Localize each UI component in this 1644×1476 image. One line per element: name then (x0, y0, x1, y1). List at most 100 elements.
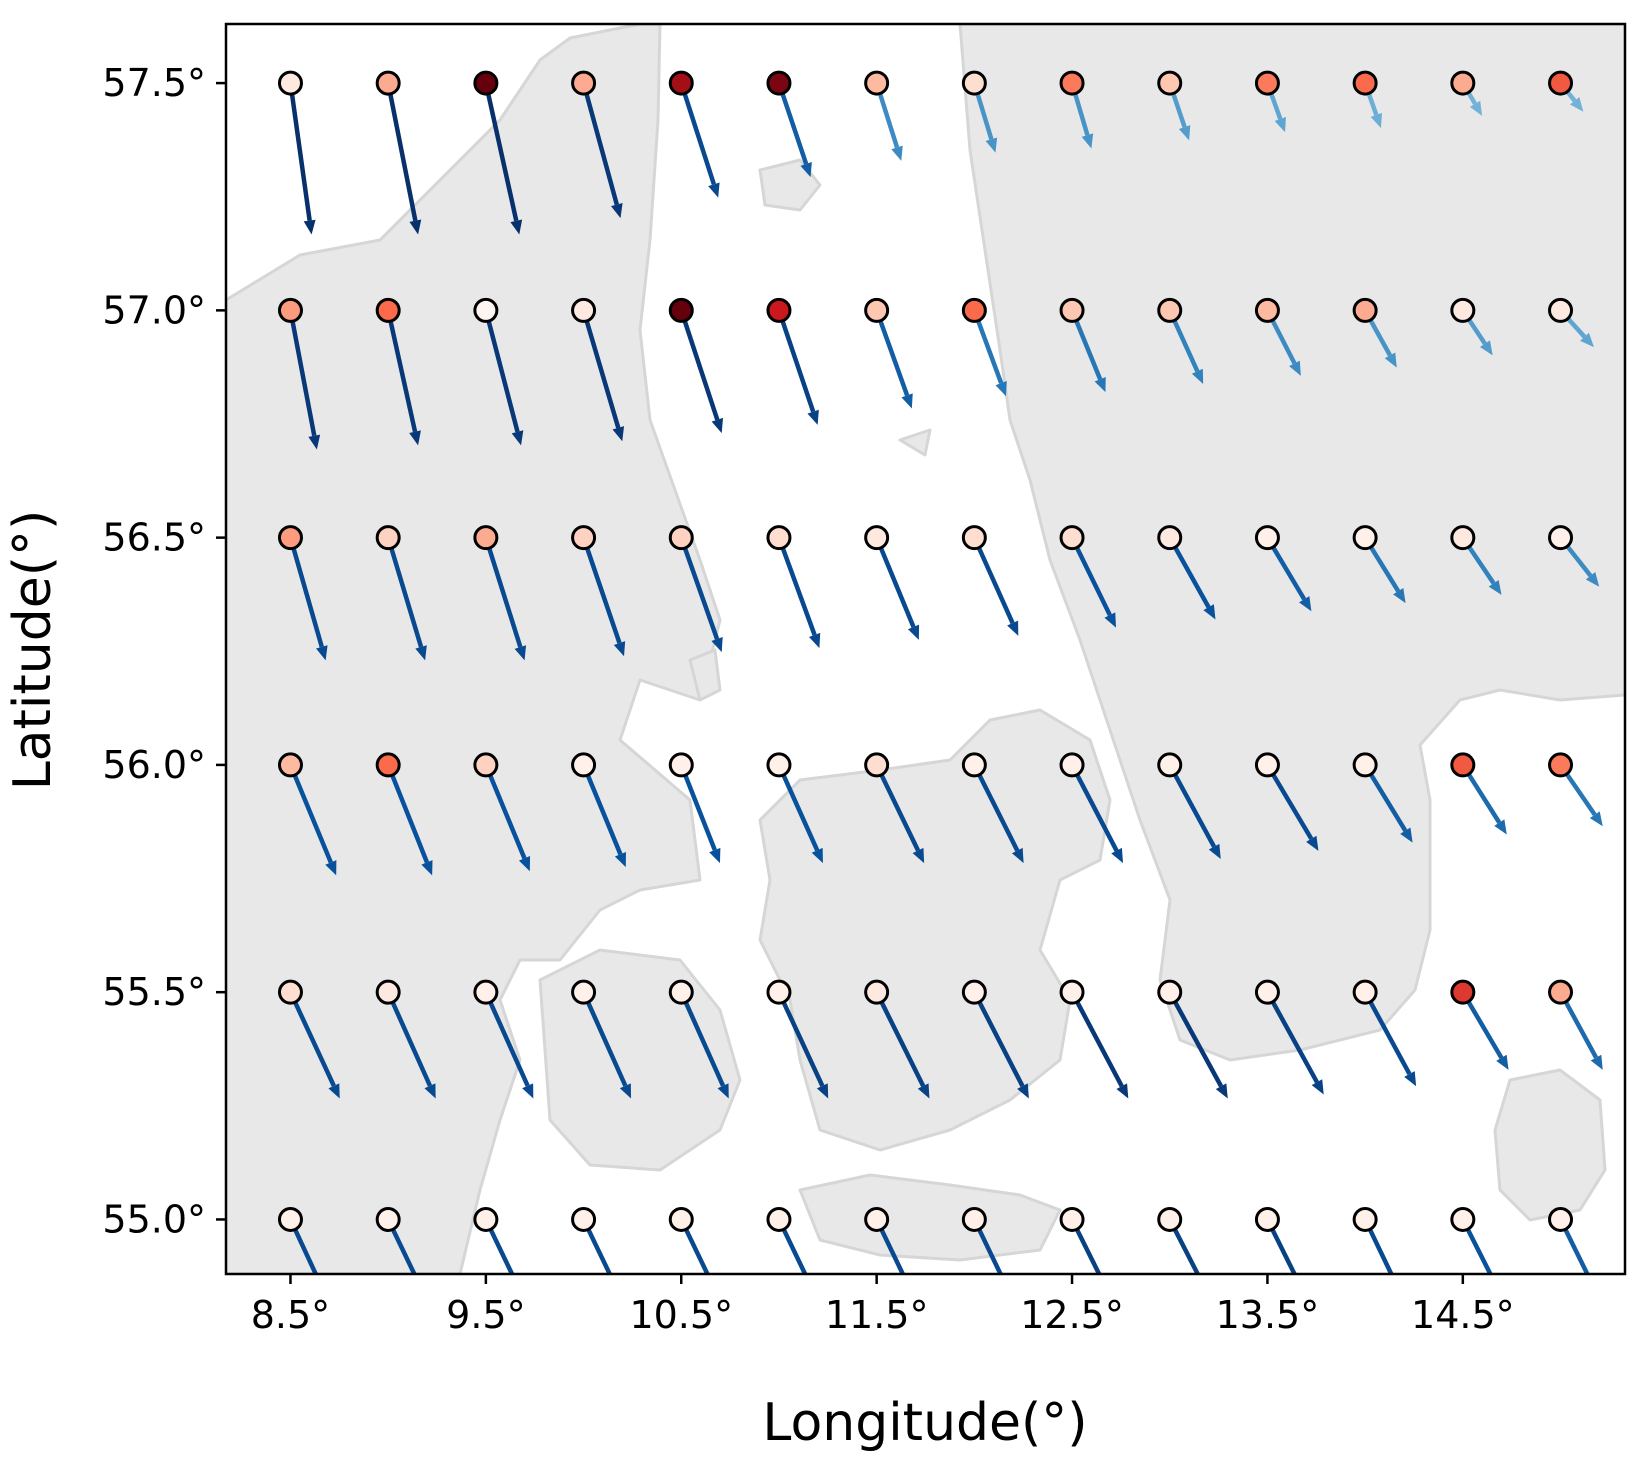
grid-point (1254, 979, 1280, 1005)
flow-arrow (1070, 1218, 1102, 1274)
flow-arrow-head (1479, 340, 1493, 356)
flow-arrow (581, 536, 626, 657)
grid-point (961, 70, 987, 96)
flow-arrow (288, 991, 340, 1099)
flow-arrow (679, 1218, 710, 1274)
flow-arrow-head (1178, 125, 1191, 141)
grid-point (1157, 525, 1183, 551)
flow-arrow-head (1569, 97, 1584, 112)
flow-arrow-head (1488, 579, 1502, 595)
flow-arrow-shaft (972, 309, 1004, 384)
grid-point (473, 1206, 499, 1232)
flow-arrow-head (1400, 827, 1413, 843)
flow-arrow (874, 309, 913, 409)
flow-arrow-head (510, 219, 523, 235)
grid-point (1450, 1206, 1476, 1232)
flow-arrow-shaft (1265, 763, 1314, 840)
flow-arrow-head (522, 1083, 534, 1099)
flow-arrow-shaft (1363, 1218, 1394, 1274)
flow-arrow (972, 536, 1019, 636)
grid-point (1157, 1206, 1183, 1232)
flow-arrow-head (708, 182, 720, 198)
grid-point (961, 1206, 987, 1232)
flow-arrow-head (1104, 612, 1117, 628)
flow-arrow (483, 764, 531, 872)
flow-arrow-shaft (581, 536, 622, 644)
grid-point (864, 752, 890, 778)
flow-arrow-shaft (874, 763, 921, 852)
flow-arrow-head (985, 137, 998, 153)
grid-point (375, 70, 401, 96)
y-axis-ticks: 55.0° 55.5° 56.0° 56.5° 57.0° 57.5° (102, 61, 226, 1241)
flow-arrow-shaft (776, 1218, 808, 1274)
flow-arrow-head (415, 645, 427, 661)
grid-point (668, 1206, 694, 1232)
flow-arrow (874, 536, 920, 640)
flow-arrow-shaft (386, 764, 430, 864)
flow-arrow-head (1081, 133, 1094, 149)
flow-arrow-head (1496, 1054, 1509, 1070)
flow-arrow (1070, 763, 1124, 864)
flow-arrow (972, 1218, 1003, 1274)
grid-point (375, 752, 401, 778)
flow-arrow-shaft (679, 1218, 710, 1274)
flow-arrow-head (1384, 352, 1397, 368)
grid-point (277, 525, 303, 551)
flow-arrow-shaft (776, 536, 817, 636)
flow-arrow-head (1116, 1083, 1129, 1099)
grid-point (1352, 1206, 1378, 1232)
flow-arrow-head (800, 161, 812, 178)
flow-arrow-head (316, 645, 328, 661)
y-tick-label: 55.0° (102, 1197, 206, 1241)
flow-arrow-head (1591, 1290, 1603, 1305)
flow-arrow-head (1311, 1079, 1324, 1095)
flow-arrow (776, 309, 819, 425)
flow-arrow-head (409, 219, 422, 235)
flow-arrow (1167, 536, 1216, 620)
flow-arrow (288, 537, 328, 661)
grid-point (961, 525, 987, 551)
flow-arrow-shaft (679, 82, 717, 186)
flow-arrow-head (912, 847, 925, 864)
flow-arrow-shaft (1070, 763, 1119, 852)
flow-arrow-shaft (1167, 763, 1217, 848)
flow-arrow-head (308, 434, 321, 450)
grid-point (277, 297, 303, 323)
grid-point (1450, 70, 1476, 96)
flow-arrow (386, 764, 433, 876)
grid-point (1059, 297, 1085, 323)
flow-arrow-head (1404, 1071, 1417, 1087)
flow-arrow-shaft (288, 537, 324, 648)
grid-point (473, 525, 499, 551)
grid-point (1548, 979, 1574, 1005)
flow-arrow-head (428, 1311, 439, 1326)
grid-point (961, 297, 987, 323)
grid-point (1254, 1206, 1280, 1232)
grid-point (277, 1206, 303, 1232)
flow-arrow-head (811, 847, 823, 864)
land-lolland (798, 1173, 1062, 1262)
flow-arrow-shaft (483, 764, 527, 860)
flow-arrow-shaft (288, 1218, 319, 1274)
flow-arrow (483, 309, 524, 446)
flow-arrow (1265, 763, 1319, 851)
grid-point (1157, 752, 1183, 778)
grid-points (277, 70, 1574, 1232)
grid-point (864, 297, 890, 323)
flow-arrow-shaft (874, 309, 910, 397)
grid-point (1352, 979, 1378, 1005)
flow-arrow (776, 991, 829, 1099)
flow-arrow-head (891, 145, 903, 161)
land-sweden (958, 24, 1625, 1062)
flow-arrow-shaft (1558, 1218, 1590, 1274)
flow-arrow-head (717, 1083, 729, 1099)
flow-arrow (581, 82, 623, 219)
flow-arrow-shaft (483, 309, 520, 433)
flow-arrow (874, 1218, 906, 1274)
flow-arrow-head (328, 1083, 340, 1099)
grid-point (1059, 979, 1085, 1005)
flow-arrow (679, 991, 729, 1099)
x-tick-label: 9.5° (446, 1293, 525, 1337)
grid-point (1450, 752, 1476, 778)
flow-arrow (679, 764, 721, 864)
